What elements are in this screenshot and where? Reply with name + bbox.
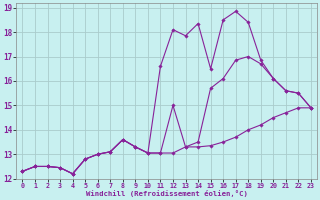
X-axis label: Windchill (Refroidissement éolien,°C): Windchill (Refroidissement éolien,°C) (86, 190, 248, 197)
